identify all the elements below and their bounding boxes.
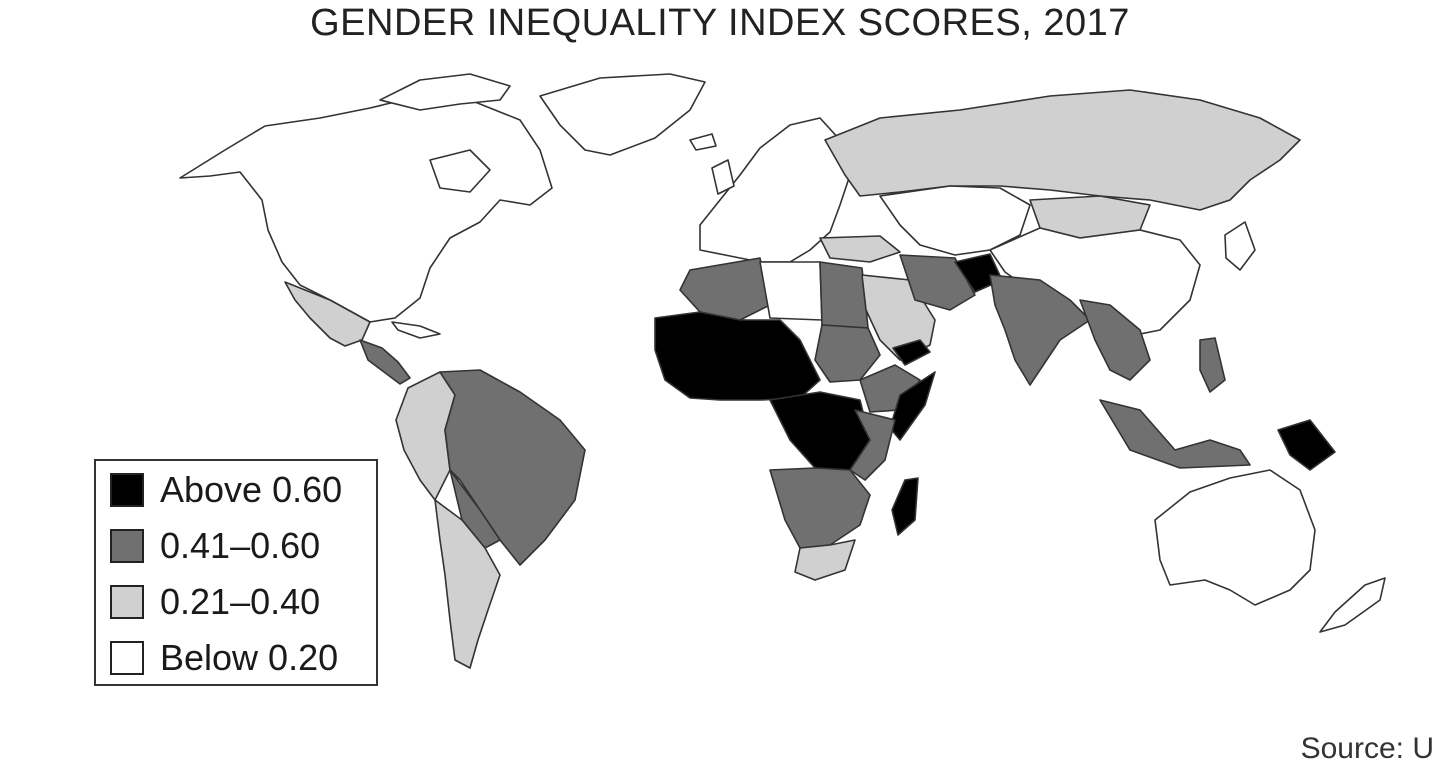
legend-item: 0.41–0.60 bbox=[110, 525, 321, 566]
region-southeast-asia bbox=[1079, 299, 1151, 381]
region-bolivia-paraguay bbox=[449, 469, 501, 549]
region-greenland bbox=[539, 73, 706, 156]
region-maghreb bbox=[679, 257, 771, 321]
region-central-asia bbox=[879, 185, 1031, 256]
legend: Above 0.60 0.41–0.60 0.21–0.40 Below 0.2… bbox=[94, 459, 378, 686]
legend-item: Above 0.60 bbox=[110, 469, 343, 510]
legend-item: Below 0.20 bbox=[110, 637, 339, 678]
region-central-america bbox=[359, 339, 411, 385]
legend-label: 0.21–0.40 bbox=[160, 581, 321, 622]
region-japan bbox=[1224, 221, 1256, 271]
region-south-africa bbox=[794, 539, 856, 581]
legend-item: 0.21–0.40 bbox=[110, 581, 321, 622]
region-west-africa bbox=[654, 311, 821, 401]
region-yemen bbox=[892, 339, 931, 366]
map-title: GENDER INEQUALITY INDEX SCORES, 2017 bbox=[310, 2, 1130, 44]
legend-swatch bbox=[110, 641, 144, 675]
legend-label: Above 0.60 bbox=[160, 469, 343, 510]
region-png bbox=[1277, 419, 1336, 471]
region-caribbean bbox=[391, 321, 441, 339]
region-egypt bbox=[819, 261, 869, 329]
region-iceland bbox=[689, 133, 717, 151]
region-brazil bbox=[439, 369, 586, 566]
region-hudson-bay bbox=[429, 149, 491, 193]
region-madagascar bbox=[891, 477, 919, 536]
region-southern-africa bbox=[769, 467, 871, 549]
region-uk bbox=[711, 159, 735, 195]
region-north-america bbox=[179, 95, 553, 323]
legend-label: 0.41–0.60 bbox=[160, 525, 321, 566]
region-southern-cone bbox=[434, 499, 501, 669]
region-sudan bbox=[814, 324, 881, 383]
region-congo bbox=[769, 391, 871, 471]
region-india bbox=[989, 274, 1091, 386]
region-turkey bbox=[819, 235, 901, 263]
region-east-africa bbox=[849, 409, 896, 481]
region-indonesia bbox=[1099, 399, 1251, 469]
region-arctic-islands bbox=[379, 73, 511, 111]
region-libya bbox=[759, 261, 823, 321]
region-russia bbox=[824, 89, 1301, 211]
region-philippines bbox=[1199, 337, 1226, 393]
source-note: Source: U bbox=[1300, 732, 1434, 765]
legend-swatch bbox=[110, 585, 144, 619]
legend-swatch bbox=[110, 473, 144, 507]
region-iran bbox=[899, 254, 976, 311]
legend-swatch bbox=[110, 529, 144, 563]
region-new-zealand bbox=[1319, 577, 1386, 633]
region-australia bbox=[1154, 469, 1316, 606]
legend-label: Below 0.20 bbox=[160, 637, 339, 678]
region-mexico bbox=[284, 281, 371, 347]
